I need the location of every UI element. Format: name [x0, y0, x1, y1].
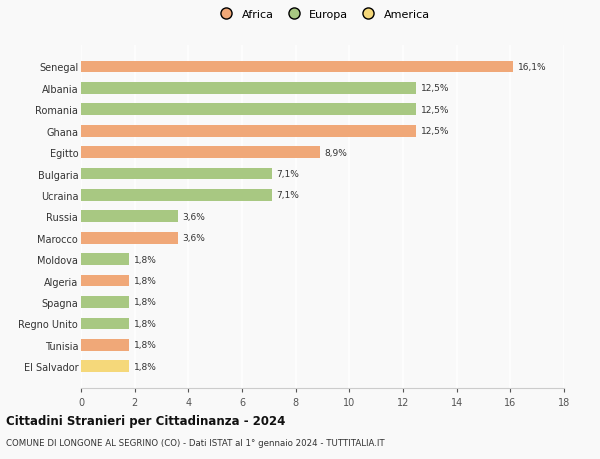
Bar	[81, 232, 178, 244]
Bar	[81, 254, 130, 265]
Text: 1,8%: 1,8%	[134, 319, 157, 328]
Text: 1,8%: 1,8%	[134, 255, 157, 264]
Bar	[81, 275, 130, 287]
Bar	[81, 147, 320, 159]
Bar	[81, 297, 130, 308]
Text: 12,5%: 12,5%	[421, 84, 450, 93]
Text: Cittadini Stranieri per Cittadinanza - 2024: Cittadini Stranieri per Cittadinanza - 2…	[6, 414, 286, 428]
Text: 1,8%: 1,8%	[134, 276, 157, 285]
Bar	[81, 62, 513, 73]
Bar	[81, 211, 178, 223]
Text: 1,8%: 1,8%	[134, 362, 157, 371]
Bar	[81, 104, 416, 116]
Bar	[81, 339, 130, 351]
Text: 7,1%: 7,1%	[277, 191, 299, 200]
Bar	[81, 361, 130, 372]
Text: 12,5%: 12,5%	[421, 106, 450, 115]
Text: 1,8%: 1,8%	[134, 298, 157, 307]
Text: 8,9%: 8,9%	[325, 148, 347, 157]
Text: 1,8%: 1,8%	[134, 341, 157, 350]
Text: 16,1%: 16,1%	[518, 63, 547, 72]
Bar	[81, 168, 272, 180]
Bar	[81, 126, 416, 137]
Legend: Africa, Europa, America: Africa, Europa, America	[212, 7, 433, 23]
Text: 7,1%: 7,1%	[277, 170, 299, 179]
Text: 3,6%: 3,6%	[182, 234, 205, 243]
Text: COMUNE DI LONGONE AL SEGRINO (CO) - Dati ISTAT al 1° gennaio 2024 - TUTTITALIA.I: COMUNE DI LONGONE AL SEGRINO (CO) - Dati…	[6, 438, 385, 447]
Bar	[81, 318, 130, 330]
Bar	[81, 190, 272, 202]
Text: 3,6%: 3,6%	[182, 213, 205, 221]
Bar	[81, 83, 416, 95]
Text: 12,5%: 12,5%	[421, 127, 450, 136]
